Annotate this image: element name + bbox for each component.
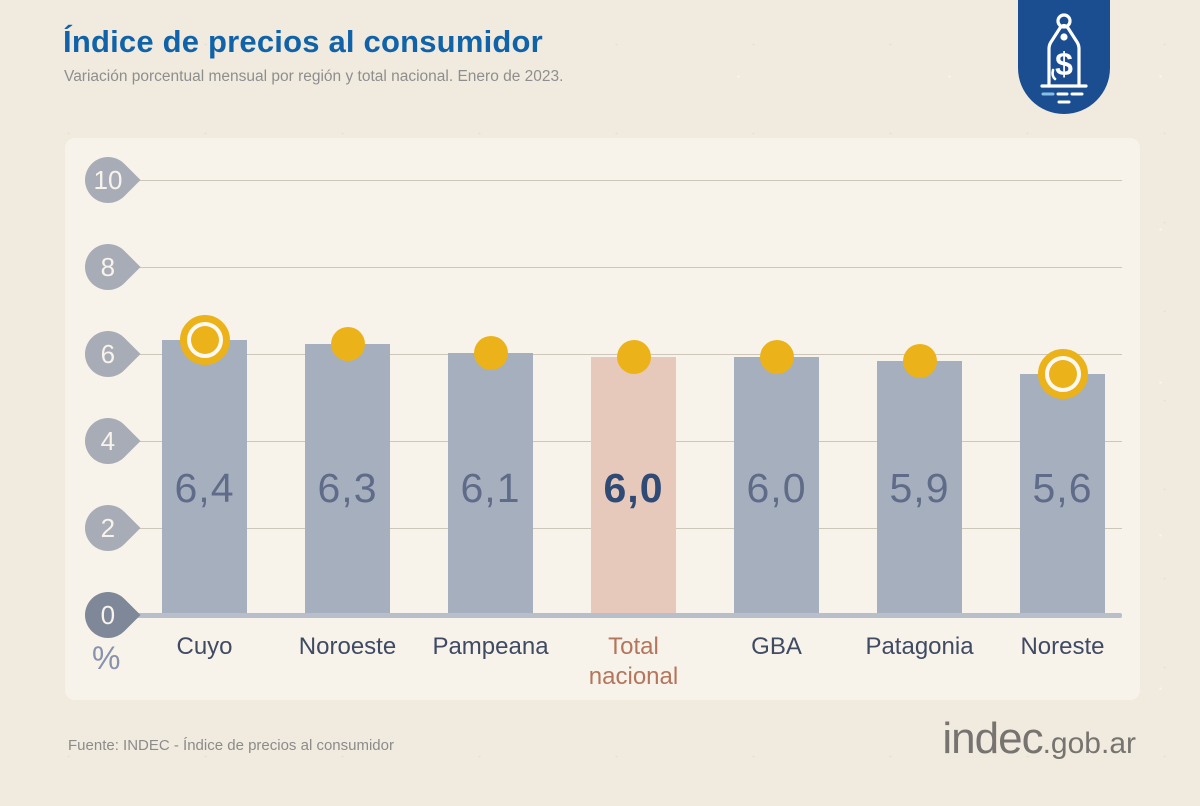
y-tick-label: 6 <box>100 338 116 369</box>
indec-logo-suffix: .gob.ar <box>1042 727 1136 760</box>
y-axis-unit-label: % <box>92 640 121 676</box>
y-tick-label: 10 <box>93 164 123 195</box>
bar-value-label: 6,1 <box>460 465 521 511</box>
y-tick-label: 0 <box>100 599 116 630</box>
indec-logo-main: indec <box>942 714 1043 763</box>
bar-patagonia <box>877 361 962 618</box>
page-subtitle: Variación porcentual mensual por región … <box>64 68 564 85</box>
y-tick-label: 4 <box>100 425 116 456</box>
bar-value-label: 6,0 <box>603 465 664 511</box>
bar-noreste <box>1020 374 1105 618</box>
extreme-value-marker-dot <box>1037 349 1088 400</box>
price-tag-icon: $ <box>1040 13 1088 104</box>
marker-dot-core <box>190 325 219 354</box>
value-marker-dot <box>902 344 937 379</box>
x-axis-label-gba: GBA <box>751 633 802 660</box>
gridline-10 <box>136 180 1122 181</box>
value-marker-dot <box>616 340 651 374</box>
source-note: Fuente: INDEC - Índice de precios al con… <box>68 737 394 754</box>
x-axis-label-noroeste: Noroeste <box>298 633 397 660</box>
extreme-value-marker-dot <box>179 314 230 365</box>
bar-noroeste <box>305 343 390 618</box>
bar-gba <box>734 357 819 618</box>
bar-total-nacional <box>591 357 676 618</box>
x-axis-label-pampeana: Pampeana <box>432 633 549 660</box>
page-title: Índice de precios al consumidor <box>63 24 543 59</box>
bar-value-label: 6,0 <box>746 465 807 511</box>
bar-value-label: 6,4 <box>174 465 235 511</box>
marker-dot-core <box>1048 360 1077 389</box>
x-axis-label-cuyo: Cuyo <box>176 633 233 660</box>
x-axis-label-patagonia: Patagonia <box>865 633 974 660</box>
x-axis-label-total-nacional: Total nacional <box>588 633 679 690</box>
indec-logo: indec.gob.ar <box>942 714 1136 764</box>
x-axis-label-noreste: Noreste <box>1020 633 1105 660</box>
value-marker-dot <box>759 340 794 374</box>
svg-text:$: $ <box>1055 46 1073 82</box>
bar-value-label: 5,6 <box>1032 465 1093 511</box>
bar-value-label: 6,3 <box>317 465 378 511</box>
x-axis-baseline <box>108 613 1122 618</box>
bar-pampeana <box>448 352 533 618</box>
gridline-8 <box>136 267 1122 268</box>
value-marker-dot <box>330 326 365 361</box>
bar-cuyo <box>162 339 247 618</box>
bar-value-label: 5,9 <box>889 465 950 511</box>
y-tick-label: 8 <box>100 251 116 282</box>
y-tick-label: 2 <box>100 512 116 543</box>
value-marker-dot <box>473 335 508 370</box>
price-tag-badge: $ <box>1018 0 1110 114</box>
